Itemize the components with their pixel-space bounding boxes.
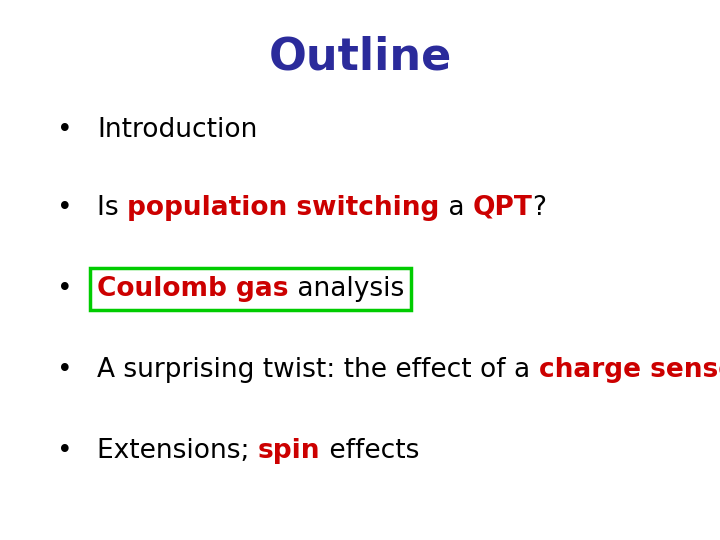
Text: analysis: analysis xyxy=(289,276,404,302)
Text: charge sensor: charge sensor xyxy=(539,357,720,383)
Text: •: • xyxy=(57,276,73,302)
Text: Extensions;: Extensions; xyxy=(97,438,258,464)
Text: QPT: QPT xyxy=(472,195,532,221)
Text: •: • xyxy=(57,438,73,464)
Text: A surprising twist: the effect of a: A surprising twist: the effect of a xyxy=(97,357,539,383)
Text: ?: ? xyxy=(532,195,546,221)
Text: Introduction: Introduction xyxy=(97,117,258,143)
Text: •: • xyxy=(57,195,73,221)
Text: a: a xyxy=(440,195,472,221)
Text: Coulomb gas: Coulomb gas xyxy=(97,276,289,302)
Text: population switching: population switching xyxy=(127,195,440,221)
Text: •: • xyxy=(57,117,73,143)
Text: •: • xyxy=(57,357,73,383)
Text: spin: spin xyxy=(258,438,320,464)
Text: effects: effects xyxy=(320,438,419,464)
Text: Outline: Outline xyxy=(269,35,451,78)
Text: Is: Is xyxy=(97,195,127,221)
